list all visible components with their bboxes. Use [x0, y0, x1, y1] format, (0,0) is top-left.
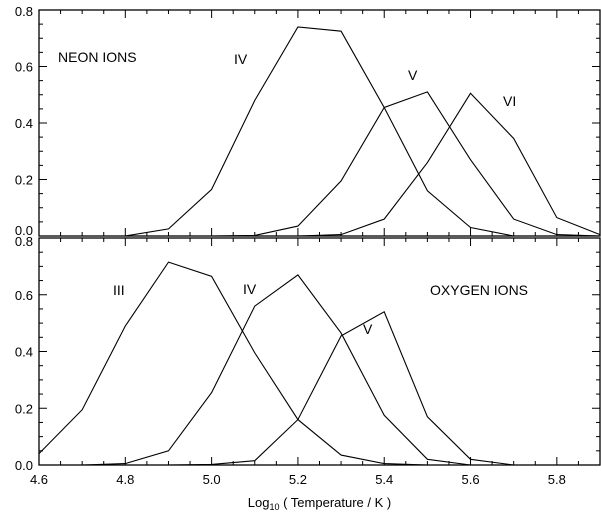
oxygen-y-tick-label: 0.4	[15, 345, 33, 360]
neon-y-tick-label: 0.8	[15, 4, 33, 19]
x-tick-label: 5.4	[375, 472, 393, 487]
oxygen-y-tick-label: 0.0	[15, 458, 33, 473]
x-tick-label: 5.0	[203, 472, 221, 487]
oxygen-series-label-v: V	[363, 321, 373, 337]
plot-frames	[38, 9, 601, 466]
neon-y-tick-label: 0.4	[15, 116, 33, 131]
neon-series-label-vi: VI	[503, 93, 516, 109]
x-tick-label: 4.6	[30, 472, 48, 487]
oxygen-curve-v	[39, 311, 600, 466]
oxygen-series-label-iv: IV	[243, 281, 257, 297]
oxygen-y-tick-label: 0.6	[15, 288, 33, 303]
x-tick-label: 5.6	[461, 472, 479, 487]
axis-ticks	[38, 9, 601, 466]
oxygen-series-label-iii: III	[113, 282, 125, 298]
chart-text: 0.0 0.2 0.4 0.6 0.8 IV V VI NEON IONS 0.0 0.2 0.4 0.…	[15, 4, 566, 512]
oxygen-y-tick-label: 0.8	[15, 234, 33, 249]
oxygen-y-tick-label: 0.2	[15, 401, 33, 416]
neon-plot-frame	[38, 9, 601, 237]
oxygen-plot-frame	[38, 237, 601, 466]
oxygen-curve-iv	[39, 274, 600, 466]
neon-panel-annotation: NEON IONS	[58, 49, 137, 65]
x-tick-label: 5.2	[289, 472, 307, 487]
neon-curve-iv	[39, 26, 600, 237]
curves	[38, 26, 601, 466]
neon-series-label-v: V	[408, 67, 418, 83]
x-tick-label: 4.8	[116, 472, 134, 487]
neon-y-tick-label: 0.0	[15, 223, 33, 238]
x-tick-label: 5.8	[548, 472, 566, 487]
neon-curve-vi	[39, 92, 601, 237]
neon-series-label-iv: IV	[234, 51, 248, 67]
oxygen-panel-annotation: OXYGEN IONS	[430, 282, 528, 298]
neon-y-tick-label: 0.2	[15, 173, 33, 188]
x-axis-title: Log10 ( Temperature / K )	[248, 495, 391, 512]
neon-y-tick-label: 0.6	[15, 60, 33, 75]
neon-curve-v	[39, 91, 601, 237]
